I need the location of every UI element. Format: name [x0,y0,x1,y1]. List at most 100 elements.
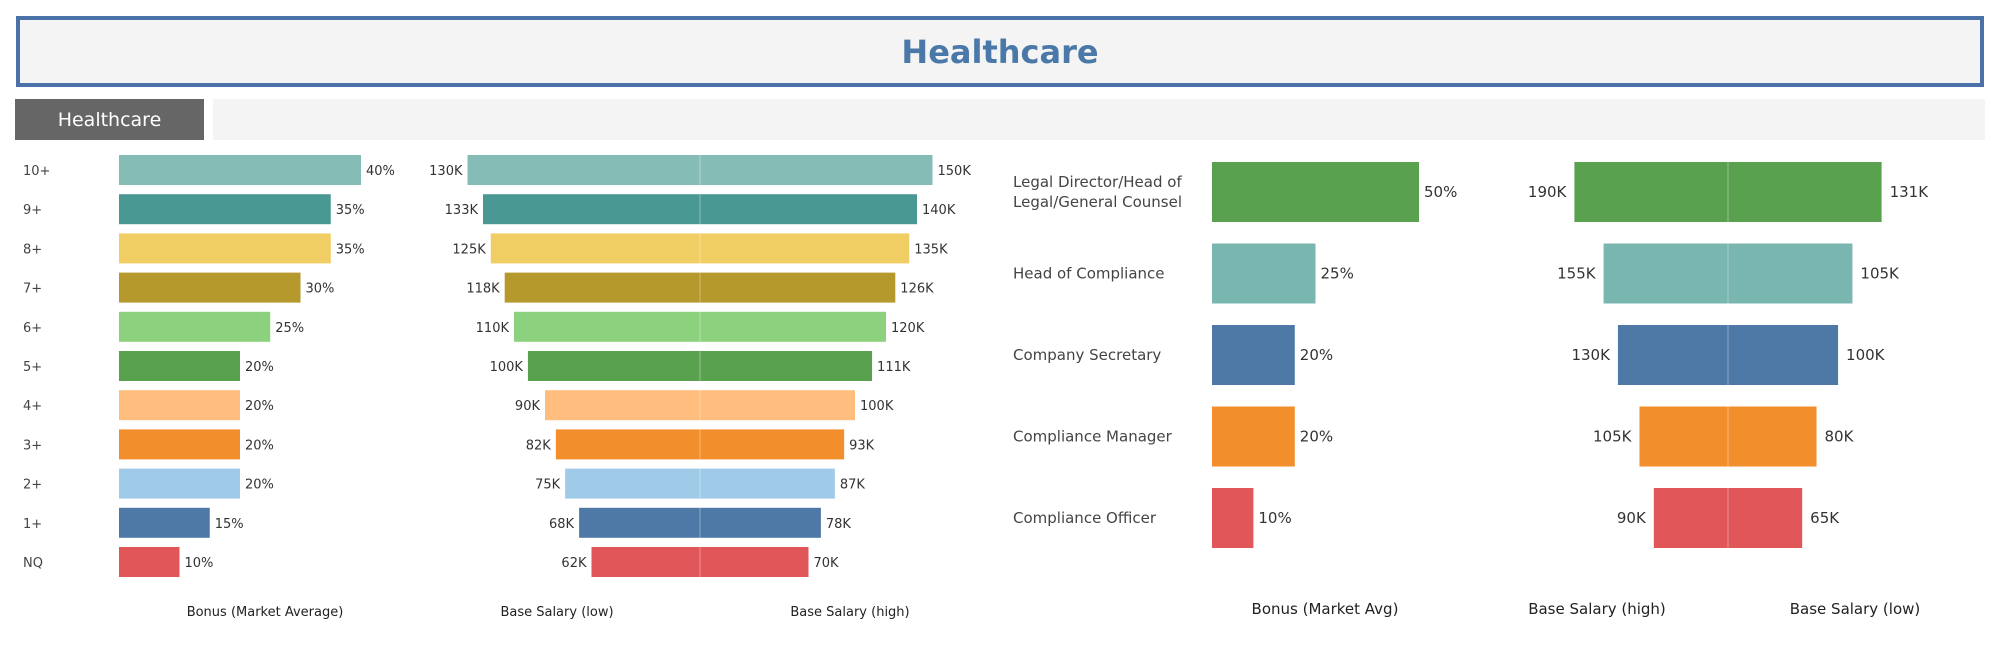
role-salary-bar [1653,488,1803,548]
role-bonus-bar [1212,406,1295,467]
salary-range-bar [514,311,886,342]
bonus-value-label: 25% [275,321,304,336]
salary-high-label: 126K [900,282,934,297]
salary-low-label: 100K [490,360,524,375]
salary-low-label: 110K [476,321,510,336]
salary-high-label: 150K [938,164,972,179]
role-salary-right-axis-title: Base Salary (low) [1790,600,1921,618]
salary-high-label: 70K [814,556,840,571]
role-bonus-value-label: 20% [1300,346,1333,364]
bonus-value-label: 35% [336,203,365,218]
role-salary-left-label: 90K [1617,509,1647,527]
pqe-category-label: 6+ [23,321,42,336]
salary-range-bar [591,547,809,577]
role-bonus-value-label: 25% [1321,265,1354,283]
salary-low-label: 90K [515,399,541,414]
salary-high-label: 120K [891,321,925,336]
bonus-value-label: 35% [336,242,365,257]
salary-low-label: 125K [452,242,486,257]
role-salary-right-label: 105K [1860,265,1900,283]
salary-range-bar [565,468,835,499]
role-salary-left-label: 105K [1593,428,1633,446]
bonus-bar [119,468,240,499]
pqe-category-label: 5+ [23,360,42,375]
role-salary-left-label: 155K [1557,265,1597,283]
salary-low-label: 130K [429,164,463,179]
bonus-value-label: 40% [366,164,395,179]
role-salary-bar [1639,406,1817,467]
salary-range-bar [483,194,917,225]
filter-tab-healthcare[interactable]: Healthcare [15,99,204,140]
bonus-bar [119,272,301,303]
salary-range-bar [490,233,910,264]
filter-tab-label: Healthcare [57,108,162,131]
role-salary-left-label: 190K [1528,183,1568,201]
role-salary-right-label: 65K [1810,509,1840,527]
salary-high-axis-title: Base Salary (high) [790,605,909,620]
salary-high-label: 78K [826,517,852,532]
pqe-category-label: 3+ [23,438,42,453]
salary-low-label: 82K [526,438,552,453]
bonus-value-label: 20% [245,438,274,453]
bonus-value-label: 15% [215,517,244,532]
salary-low-label: 75K [535,478,561,493]
role-salary-bar [1617,325,1839,385]
bonus-axis-title: Bonus (Market Average) [187,605,344,620]
role-bonus-bar [1212,488,1254,548]
salary-low-label: 118K [466,282,500,297]
role-salary-right-label: 80K [1825,428,1855,446]
salary-range-bar [527,351,873,381]
bonus-value-label: 20% [245,399,274,414]
role-salary-right-label: 131K [1890,183,1930,201]
bonus-bar [119,311,271,342]
bonus-value-label: 30% [306,282,335,297]
salary-range-bar [504,272,896,303]
dashboard-title: Healthcare [901,32,1099,71]
pqe-category-label: 10+ [23,164,50,179]
bonus-bar [119,429,240,460]
pqe-category-label: 9+ [23,203,42,218]
role-bonus-value-label: 10% [1258,509,1291,527]
role-bonus-value-label: 20% [1300,428,1333,446]
bonus-bar [119,507,210,538]
salary-high-label: 93K [849,438,875,453]
role-category-label: Compliance Officer [1013,509,1157,527]
salary-high-label: 135K [914,242,948,257]
role-bonus-axis-title: Bonus (Market Avg) [1252,600,1399,618]
role-category-label: Compliance Manager [1013,428,1173,446]
role-bonus-value-label: 50% [1424,183,1457,201]
salary-low-label: 133K [445,203,479,218]
salary-high-label: 100K [860,399,894,414]
salary-high-label: 140K [922,203,956,218]
role-category-label: Company Secretary [1013,346,1161,364]
role-salary-left-label: 130K [1571,346,1611,364]
pqe-category-label: 4+ [23,399,42,414]
role-category-label: Head of Compliance [1013,265,1165,283]
bonus-value-label: 20% [245,478,274,493]
pqe-category-label: NQ [23,556,43,571]
bonus-value-label: 20% [245,360,274,375]
bonus-bar [119,194,331,225]
role-category-label: Legal Director/Head of [1013,173,1182,191]
salary-range-bar [467,155,933,185]
role-salary-right-label: 100K [1846,346,1886,364]
role-bonus-bar [1212,243,1316,304]
salary-low-label: 68K [549,517,575,532]
role-bonus-bar [1212,325,1295,385]
pqe-category-label: 8+ [23,242,42,257]
bonus-bar [119,233,331,264]
salary-range-bar [555,429,845,460]
bonus-bar [119,155,361,185]
pqe-category-label: 2+ [23,478,42,493]
salary-low-label: 62K [561,556,587,571]
role-salary-left-axis-title: Base Salary (high) [1528,600,1666,618]
bonus-value-label: 10% [185,556,214,571]
role-salary-bar [1574,162,1882,222]
salary-range-bar [579,507,821,538]
dashboard-title-box: Healthcare [16,16,1984,87]
role-category-label: Legal/General Counsel [1013,193,1182,211]
salary-low-axis-title: Base Salary (low) [500,605,613,620]
bonus-bar [119,351,240,381]
filter-strip [213,99,1985,140]
